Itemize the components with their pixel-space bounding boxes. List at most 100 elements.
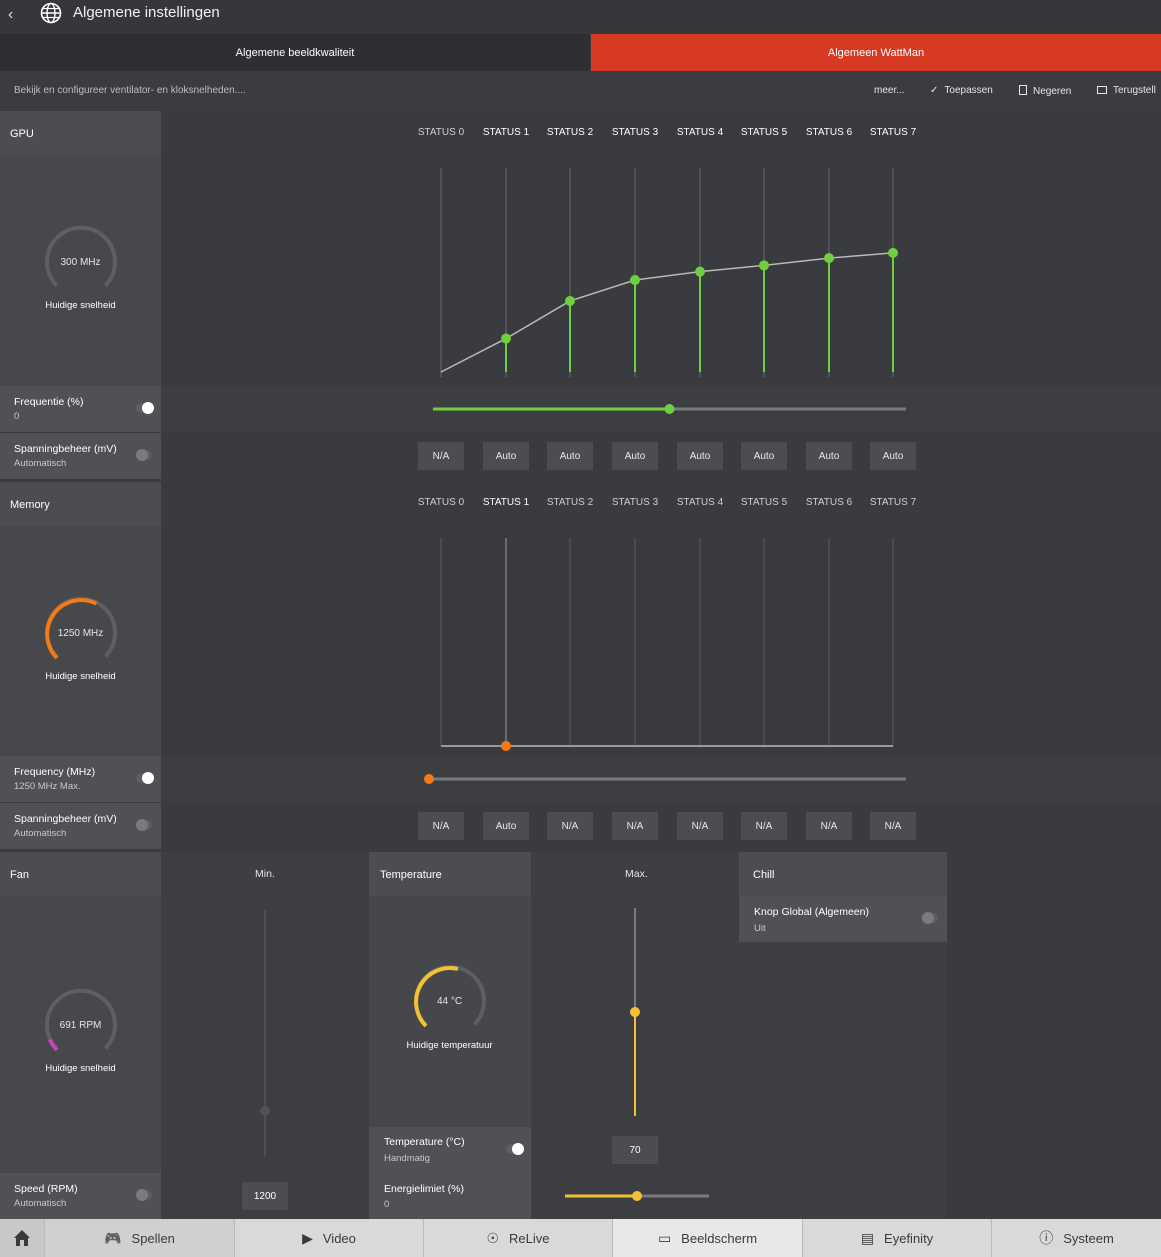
memory-frequency-toggle[interactable] (136, 772, 154, 784)
reset-label: Terugstell (1113, 85, 1156, 96)
chill-toggle-label: Knop Global (Algemeen) (754, 906, 869, 918)
chevron-left-icon[interactable]: ‹ (8, 6, 14, 23)
check-icon: ✓ (930, 85, 939, 96)
gpu-voltage-4[interactable]: Auto (677, 442, 723, 470)
memory-state-point (501, 741, 511, 751)
fan-min-slider-panel (161, 896, 369, 1173)
discard-button[interactable]: Negeren (1019, 85, 1071, 97)
gpu-status-1[interactable]: STATUS 1 (482, 127, 530, 138)
memory-voltage-4[interactable]: N/A (677, 812, 723, 840)
discard-label: Negeren (1033, 86, 1072, 97)
reset-button[interactable]: Terugstell (1097, 85, 1156, 96)
memory-heading: Memory (0, 482, 161, 526)
nav-beeldscherm-label: Beeldscherm (681, 1230, 758, 1246)
gpu-voltage-6[interactable]: Auto (806, 442, 852, 470)
fan-speed-label: Speed (RPM) (14, 1183, 78, 1195)
eyefinity-icon: ▤ (860, 1229, 875, 1246)
more-link[interactable]: meer... (874, 85, 905, 96)
gpu-voltage-5[interactable]: Auto (741, 442, 787, 470)
chill-toggle-value: Uit (754, 923, 766, 934)
memory-status-3[interactable]: STATUS 3 (611, 497, 659, 508)
temperature-max-value[interactable]: 70 (612, 1136, 658, 1164)
gpu-voltage-2[interactable]: Auto (547, 442, 593, 470)
power-limit-slider[interactable] (561, 1189, 713, 1203)
bottom-nav: 🎮 Spellen ▶ Video ☉ ReLive ▭ Beeldscherm ▤ Ey… (0, 1219, 1161, 1257)
gpu-frequency-toggle[interactable] (136, 402, 154, 414)
memory-voltage-5[interactable]: N/A (741, 812, 787, 840)
nav-relive[interactable]: ☉ ReLive (423, 1219, 612, 1257)
memory-voltage-1[interactable]: Auto (483, 812, 529, 840)
gpu-status-0[interactable]: STATUS 0 (417, 127, 465, 138)
power-limit-label: Energielimiet (%) (384, 1183, 464, 1195)
gpu-state-point-1 (501, 333, 511, 344)
nav-eyefinity[interactable]: ▤ Eyefinity (802, 1219, 991, 1257)
memory-status-1[interactable]: STATUS 1 (482, 497, 530, 508)
gpu-voltage-1[interactable]: Auto (483, 442, 529, 470)
memory-status-0[interactable]: STATUS 0 (417, 497, 465, 508)
temperature-max-slider-panel (531, 896, 739, 1127)
temperature-gauge-panel: 44 °C Huidige temperatuur (369, 896, 531, 1127)
gamepad-icon: 🎮 (104, 1229, 122, 1246)
memory-voltage-7[interactable]: N/A (870, 812, 916, 840)
memory-status-7[interactable]: STATUS 7 (869, 497, 917, 508)
fan-speed-toggle[interactable] (136, 1189, 152, 1201)
gpu-voltage-toggle[interactable] (136, 449, 152, 461)
temperature-max-label: Max. (625, 868, 648, 880)
memory-voltage-6[interactable]: N/A (806, 812, 852, 840)
gpu-gauge-panel: 300 MHz Huidige snelheid (0, 155, 161, 386)
tab-bar: Algemene beeldkwaliteit Algemeen WattMan (0, 34, 1161, 71)
nav-spellen[interactable]: 🎮 Spellen (44, 1219, 234, 1257)
gpu-state-point-5 (759, 260, 769, 271)
globe-icon (40, 2, 62, 24)
temperature-max-slider[interactable] (627, 906, 643, 1120)
fan-min-value[interactable]: 1200 (242, 1182, 288, 1210)
fan-gauge (45, 988, 117, 1052)
gpu-status-4[interactable]: STATUS 4 (676, 127, 724, 138)
memory-voltage-toggle[interactable] (136, 819, 152, 831)
tab-algemene-beeldkwaliteit[interactable]: Algemene beeldkwaliteit (0, 34, 590, 71)
gpu-gauge (45, 225, 117, 287)
memory-state-chart (440, 538, 894, 751)
fan-heading: Fan (0, 852, 161, 896)
nav-eyefinity-label: Eyefinity (884, 1230, 934, 1246)
home-button[interactable] (0, 1219, 44, 1257)
temperature-toggle[interactable] (506, 1143, 524, 1155)
action-bar: Bekijk en configureer ventilator- en klo… (0, 71, 1161, 111)
memory-voltage-0[interactable]: N/A (418, 812, 464, 840)
fan-gauge-value: 691 RPM (59, 1020, 102, 1031)
page-title: Algemene instellingen (73, 4, 220, 21)
gpu-voltage-7[interactable]: Auto (870, 442, 916, 470)
gpu-heading: GPU (0, 111, 161, 155)
temperature-gauge-value: 44 °C (436, 996, 463, 1007)
apply-button[interactable]: ✓ Toepassen (930, 85, 993, 96)
memory-status-5[interactable]: STATUS 5 (740, 497, 788, 508)
gpu-voltage-3[interactable]: Auto (612, 442, 658, 470)
gpu-voltage-0[interactable]: N/A (418, 442, 464, 470)
memory-status-2[interactable]: STATUS 2 (546, 497, 594, 508)
temperature-heading: Temperature (369, 852, 531, 896)
memory-voltage-3[interactable]: N/A (612, 812, 658, 840)
memory-voltage-row: Spanningbeheer (mV) Automatisch (0, 803, 161, 849)
fan-min-slider[interactable] (257, 908, 273, 1158)
gpu-status-3[interactable]: STATUS 3 (611, 127, 659, 138)
gpu-gauge-value: 300 MHz (60, 257, 101, 268)
memory-status-4[interactable]: STATUS 4 (676, 497, 724, 508)
memory-voltage-2[interactable]: N/A (547, 812, 593, 840)
nav-systeem[interactable]: ⓘ Systeem (991, 1219, 1161, 1257)
gpu-frequency-slider[interactable] (421, 402, 911, 416)
temperature-row-label: Temperature (°C) (384, 1136, 465, 1148)
power-limit-row: Energielimiet (%) 0 (369, 1173, 531, 1219)
gpu-status-6[interactable]: STATUS 6 (805, 127, 853, 138)
tab-algemeen-wattman[interactable]: Algemeen WattMan (591, 34, 1161, 71)
memory-status-6[interactable]: STATUS 6 (805, 497, 853, 508)
nav-beeldscherm[interactable]: ▭ Beeldscherm (612, 1219, 802, 1257)
nav-video[interactable]: ▶ Video (234, 1219, 423, 1257)
gpu-status-5[interactable]: STATUS 5 (740, 127, 788, 138)
memory-frequency-slider[interactable] (421, 772, 911, 786)
fan-gauge-panel: 691 RPM Huidige snelheid (0, 896, 161, 1173)
chill-toggle[interactable] (922, 912, 938, 924)
power-limit-value: 0 (384, 1199, 390, 1210)
gpu-frequency-row: Frequentie (%) 0 (0, 386, 161, 432)
gpu-status-7[interactable]: STATUS 7 (869, 127, 917, 138)
gpu-status-2[interactable]: STATUS 2 (546, 127, 594, 138)
